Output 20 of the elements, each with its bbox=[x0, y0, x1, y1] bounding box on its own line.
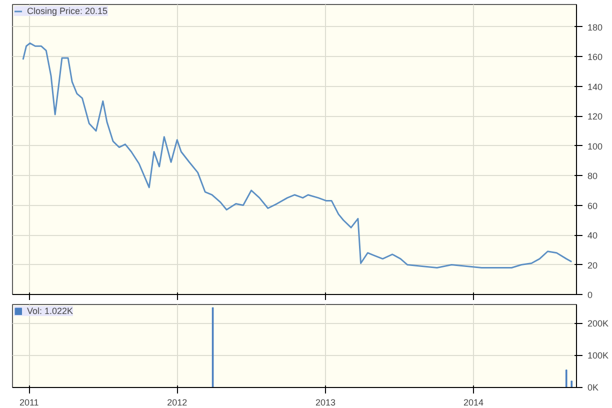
line-series bbox=[22, 42, 572, 268]
y-tick-label: 160 bbox=[588, 52, 603, 62]
y-tick-label: 60 bbox=[588, 200, 598, 211]
y-tick-label: 200K bbox=[588, 318, 609, 329]
x-tick-label: 2012 bbox=[167, 398, 188, 408]
x-tick-label: 2014 bbox=[464, 398, 484, 408]
legend-label: Closing Price: 20.15 bbox=[27, 6, 108, 16]
y-tick-label: 100 bbox=[588, 141, 603, 152]
legend-label: Vol: 1.022K bbox=[27, 306, 74, 316]
x-tick-label: 2013 bbox=[316, 398, 336, 408]
y-tick-label: 80 bbox=[588, 171, 598, 182]
y-tick-label: 40 bbox=[588, 230, 598, 241]
x-tick-label: 2011 bbox=[19, 398, 39, 408]
y-tick-label: 180 bbox=[588, 22, 603, 32]
y-tick-label: 0K bbox=[588, 382, 599, 392]
y-tick-label: 100K bbox=[588, 350, 609, 361]
y-tick-label: 120 bbox=[588, 112, 603, 122]
y-tick-label: 0 bbox=[588, 290, 593, 300]
y-tick-label: 140 bbox=[588, 82, 603, 92]
y-tick-label: 20 bbox=[588, 260, 598, 270]
